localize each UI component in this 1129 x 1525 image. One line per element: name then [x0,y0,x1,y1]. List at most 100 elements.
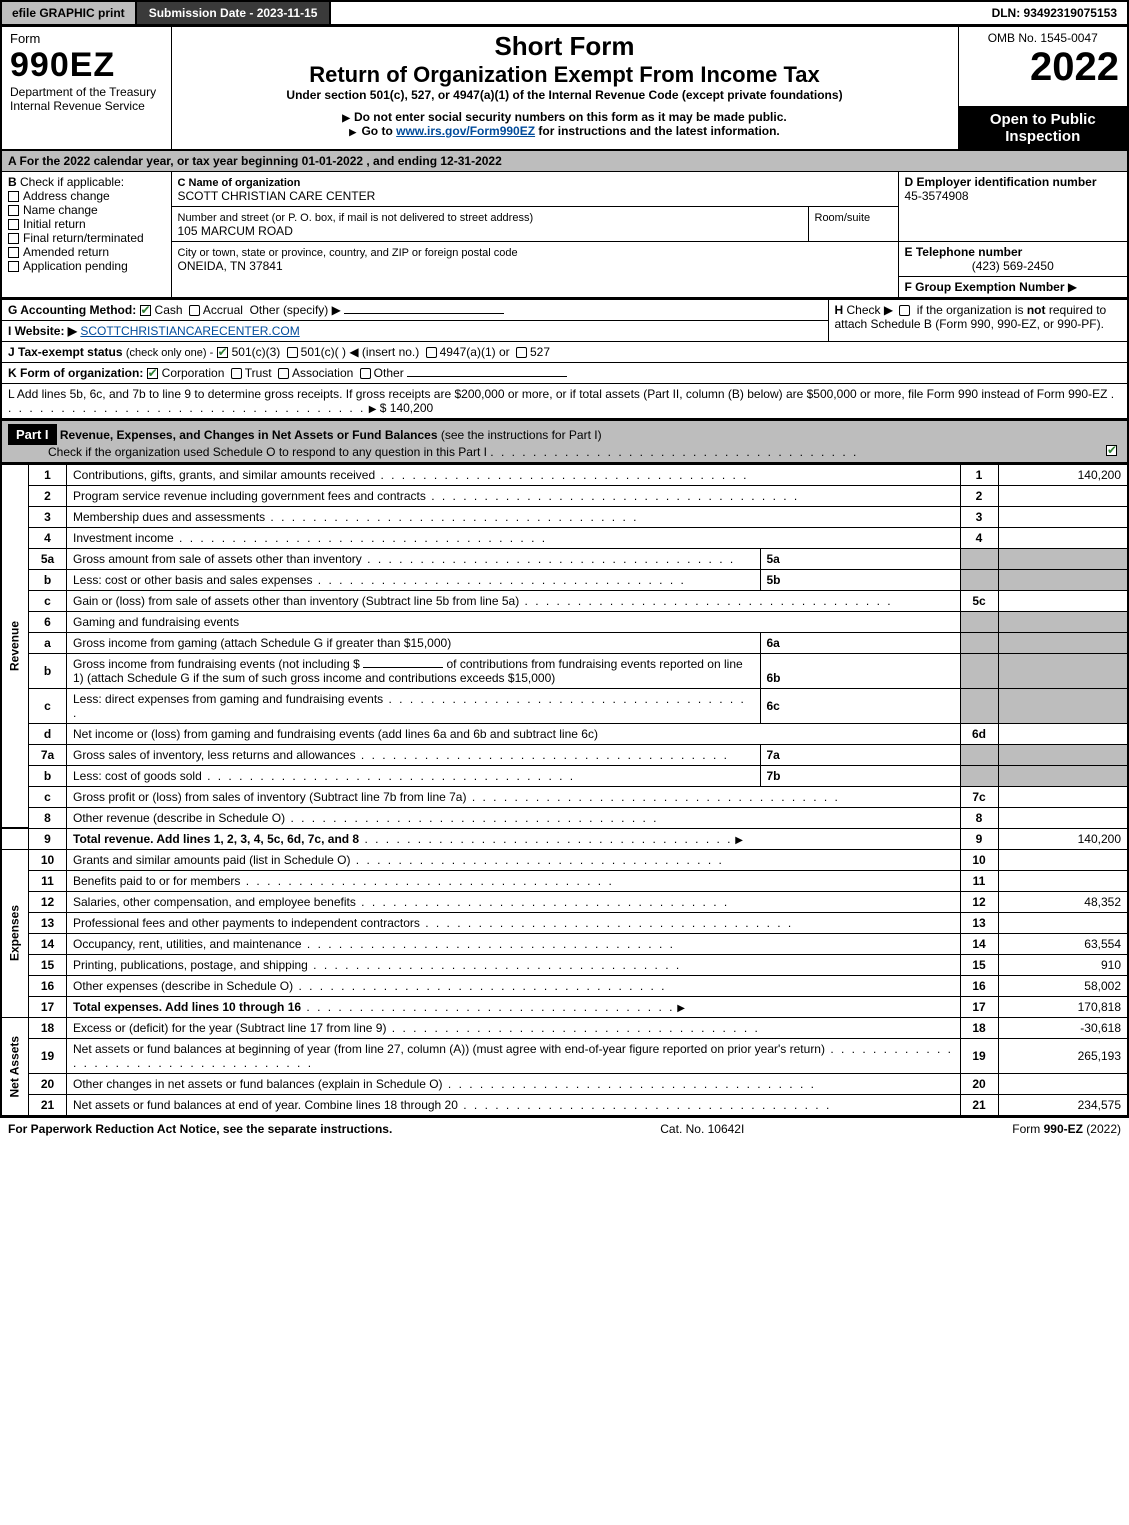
line-6d-rn: 6d [960,723,998,744]
line-19-desc: Net assets or fund balances at beginning… [73,1042,825,1056]
expenses-side-label: Expenses [1,849,29,1017]
4947-checkbox[interactable] [426,347,437,358]
line-16-desc: Other expenses (describe in Schedule O) [73,979,293,993]
line-7a-rn-shade [960,744,998,765]
trust-checkbox[interactable] [231,368,242,379]
line-20-desc: Other changes in net assets or fund bala… [73,1077,443,1091]
schedule-b-checkbox[interactable] [899,305,910,316]
line-5b-box: 5b [767,573,781,587]
line-6c-rn-shade [960,688,998,723]
527-checkbox[interactable] [516,347,527,358]
line-9-amt: 140,200 [998,828,1128,849]
corporation-checkbox[interactable] [147,368,158,379]
501c3-checkbox[interactable] [217,347,228,358]
irs-link[interactable]: www.irs.gov/Form990EZ [396,124,535,138]
line-7b-amt-shade [998,765,1128,786]
section-b-label: B [8,175,20,189]
part-i-header-table: Part I Revenue, Expenses, and Changes in… [0,420,1129,464]
accrual-checkbox[interactable] [189,305,200,316]
line-21-amt: 234,575 [998,1094,1128,1116]
revenue-side-label: Revenue [1,464,29,828]
h-check-text: Check ▶ [847,303,894,317]
other-specify-label: Other (specify) ▶ [250,303,341,317]
501c3-label: 501(c)(3) [232,345,281,359]
line-6d-desc: Net income or (loss) from gaming and fun… [73,727,598,741]
line-17-num: 17 [29,996,67,1017]
part-i-title: Revenue, Expenses, and Changes in Net As… [60,428,438,442]
line-3-amt [998,506,1128,527]
part-i-paren: (see the instructions for Part I) [441,428,602,442]
line-12-num: 12 [29,891,67,912]
accounting-method-label: G Accounting Method: [8,303,136,317]
schedule-o-checkbox[interactable] [1106,445,1117,456]
addr-change-label: Address change [23,189,110,203]
trust-label: Trust [245,366,272,380]
line-4-num: 4 [29,527,67,548]
submission-date: Submission Date - 2023-11-15 [137,2,332,24]
other-specify-line[interactable] [344,313,504,314]
line-13-desc: Professional fees and other payments to … [73,916,420,930]
line-13-rn: 13 [960,912,998,933]
line-20-num: 20 [29,1073,67,1094]
line-5a-amt-shade [998,548,1128,569]
top-bar: efile GRAPHIC print Submission Date - 20… [0,0,1129,26]
other-org-checkbox[interactable] [360,368,371,379]
line-1-desc: Contributions, gifts, grants, and simila… [73,468,375,482]
line-5b-amt-shade [998,569,1128,590]
line-18-desc: Excess or (deficit) for the year (Subtra… [73,1021,386,1035]
org-name: SCOTT CHRISTIAN CARE CENTER [178,189,376,203]
website-link[interactable]: SCOTTCHRISTIANCARECENTER.COM [80,324,299,338]
ssn-warning: Do not enter social security numbers on … [180,110,950,124]
line-3-num: 3 [29,506,67,527]
line-5c-desc: Gain or (loss) from sale of assets other… [73,594,519,608]
other-org-line[interactable] [407,376,567,377]
line-17-desc: Total expenses. Add lines 10 through 16 [73,1000,301,1014]
line-10-amt [998,849,1128,870]
line-10-desc: Grants and similar amounts paid (list in… [73,853,350,867]
corporation-label: Corporation [162,366,225,380]
line-6b-rn-shade [960,653,998,688]
addr-change-checkbox[interactable] [8,191,19,202]
paperwork-notice: For Paperwork Reduction Act Notice, see … [8,1122,392,1136]
line-11-rn: 11 [960,870,998,891]
501c-checkbox[interactable] [287,347,298,358]
line-8-rn: 8 [960,807,998,828]
line-6c-num: c [29,688,67,723]
line-15-amt: 910 [998,954,1128,975]
line-6a-num: a [29,632,67,653]
cash-checkbox[interactable] [140,305,151,316]
line-2-desc: Program service revenue including govern… [73,489,426,503]
line-15-num: 15 [29,954,67,975]
name-change-label: Name change [23,203,98,217]
line-11-desc: Benefits paid to or for members [73,874,240,888]
amended-return-checkbox[interactable] [8,247,19,258]
line-7b-rn-shade [960,765,998,786]
line-12-amt: 48,352 [998,891,1128,912]
association-checkbox[interactable] [278,368,289,379]
dept-line2: Internal Revenue Service [10,99,145,113]
line-14-desc: Occupancy, rent, utilities, and maintena… [73,937,302,951]
line-5a-desc: Gross amount from sale of assets other t… [73,552,362,566]
line-6b-blank[interactable] [363,667,443,668]
cash-label: Cash [155,303,183,317]
line-8-num: 8 [29,807,67,828]
subtitle: Under section 501(c), 527, or 4947(a)(1)… [180,88,950,102]
line-17-rn: 17 [960,996,998,1017]
line-5a-num: 5a [29,548,67,569]
line-6a-box: 6a [767,636,780,650]
part-i-check-text: Check if the organization used Schedule … [48,445,487,459]
app-pending-checkbox[interactable] [8,261,19,272]
line-19-rn: 19 [960,1038,998,1073]
street-value: 105 MARCUM ROAD [178,224,293,238]
phone-value: (423) 569-2450 [905,259,1122,273]
form-number: 990EZ [10,46,163,85]
final-return-checkbox[interactable] [8,233,19,244]
initial-return-checkbox[interactable] [8,219,19,230]
part-i-badge: Part I [8,424,57,445]
room-suite-label: Room/suite [815,212,871,224]
ein-value: 45-3574908 [905,189,969,203]
line-7b-desc: Less: cost of goods sold [73,769,202,783]
efile-print-button[interactable]: efile GRAPHIC print [2,2,137,24]
city-label: City or town, state or province, country… [178,247,518,259]
name-change-checkbox[interactable] [8,205,19,216]
